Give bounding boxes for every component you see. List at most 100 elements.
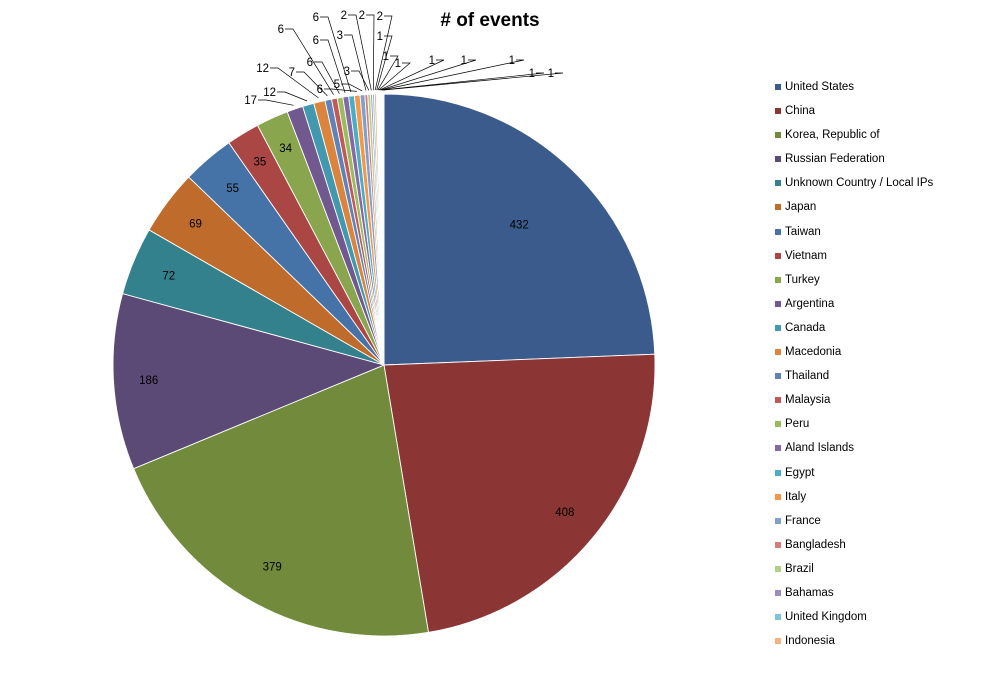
legend-label: Indonesia <box>785 635 835 648</box>
data-label: 1 <box>429 55 435 67</box>
legend-swatch <box>775 84 781 90</box>
data-label: 2 <box>377 11 383 23</box>
data-label: 3 <box>344 66 350 78</box>
legend-label: Unknown Country / Local IPs <box>785 177 934 190</box>
data-label: 1 <box>377 31 383 43</box>
data-label: 5 <box>334 79 340 91</box>
legend-label: Russian Federation <box>785 153 885 166</box>
legend-swatch <box>775 228 781 235</box>
data-label: 2 <box>359 10 365 22</box>
leader-line <box>351 70 370 91</box>
legend-swatch <box>775 349 781 356</box>
legend-label: United States <box>785 81 855 93</box>
data-label: 55 <box>226 183 239 195</box>
data-label: 12 <box>263 87 276 99</box>
data-label: 17 <box>244 95 257 107</box>
pie-slice-korea-republic-of <box>133 364 429 637</box>
data-label: 1 <box>529 68 535 80</box>
legend-label: Macedonia <box>785 346 842 359</box>
data-label: 2 <box>341 10 347 22</box>
data-label: 1 <box>383 51 389 63</box>
leader-line <box>285 28 334 95</box>
leader-line <box>382 72 545 91</box>
legend-label: Argentina <box>785 297 835 310</box>
legend-label: China <box>785 105 816 118</box>
legend-swatch <box>775 252 781 259</box>
legend-label: Peru <box>785 418 810 431</box>
leader-line <box>277 91 308 102</box>
leader-line <box>379 59 445 91</box>
leader-line <box>377 55 399 91</box>
legend-swatch <box>775 156 781 163</box>
pie-slice-united-states <box>383 93 656 366</box>
legend-label: Egypt <box>785 466 815 479</box>
legend-label: France <box>785 514 821 527</box>
data-label: 7 <box>289 67 295 79</box>
data-label: 3 <box>337 30 343 42</box>
pie-slice-china <box>383 353 656 633</box>
legend-label: Turkey <box>785 273 820 286</box>
legend-swatch <box>775 493 781 500</box>
legend-swatch <box>775 180 781 187</box>
data-label: 34 <box>279 143 292 155</box>
legend-swatch <box>775 565 781 572</box>
leader-line <box>270 67 319 99</box>
legend-label: Bahamas <box>785 586 834 599</box>
data-label: 6 <box>313 12 319 24</box>
data-label: 432 <box>510 219 529 231</box>
legend-swatch <box>775 614 781 621</box>
legend-swatch <box>775 541 781 548</box>
leader-line <box>374 15 393 91</box>
data-label: 35 <box>254 156 267 168</box>
data-label: 6 <box>307 57 313 69</box>
data-label: 186 <box>139 375 158 387</box>
leader-line <box>366 14 375 91</box>
leader-line <box>341 83 363 92</box>
legend-label: United Kingdom <box>785 611 867 624</box>
legend-label: Taiwan <box>785 225 821 238</box>
leader-line <box>348 14 372 91</box>
leader-line <box>258 99 294 106</box>
data-label: 379 <box>263 561 282 573</box>
data-label: 6 <box>278 24 284 36</box>
chart-title: # of events <box>440 10 540 31</box>
legend-swatch <box>775 469 781 476</box>
legend-label: Thailand <box>785 370 830 383</box>
legend-label: Bangladesh <box>785 538 846 551</box>
legend-swatch <box>775 204 781 211</box>
legend-label: Japan <box>785 201 817 214</box>
legend-swatch <box>775 517 781 524</box>
legend-swatch <box>775 445 781 452</box>
leader-line <box>383 72 564 91</box>
legend-label: Vietnam <box>785 249 827 262</box>
data-label: 72 <box>162 271 175 283</box>
pie-slice-unlabeled-31 <box>382 93 385 366</box>
legend-label: Brazil <box>785 562 814 575</box>
leader-line <box>296 71 328 97</box>
leader-line <box>381 59 525 91</box>
pie-slice-russian-federation <box>112 293 386 470</box>
leader-line <box>376 35 393 91</box>
legend-label: Korea, Republic of <box>785 129 880 142</box>
legend-label: Malaysia <box>785 394 831 407</box>
data-label: 69 <box>189 218 202 230</box>
data-label: 6 <box>313 35 319 47</box>
data-label: 1 <box>509 55 515 67</box>
legend-label: Italy <box>785 490 807 503</box>
data-label: 1 <box>461 55 467 67</box>
leader-line <box>314 61 340 94</box>
leader-line <box>320 16 352 93</box>
legend-swatch <box>775 324 781 331</box>
data-label: 12 <box>256 63 269 75</box>
legend-swatch <box>775 589 781 596</box>
leader-line <box>378 62 411 91</box>
legend-swatch <box>775 638 781 645</box>
data-label: 408 <box>555 507 574 519</box>
legend-label: Canada <box>785 321 826 334</box>
data-label: 6 <box>317 84 323 96</box>
legend-swatch <box>775 300 781 307</box>
leader-line <box>324 88 357 92</box>
leader-line <box>380 59 477 91</box>
legend-swatch <box>775 421 781 428</box>
